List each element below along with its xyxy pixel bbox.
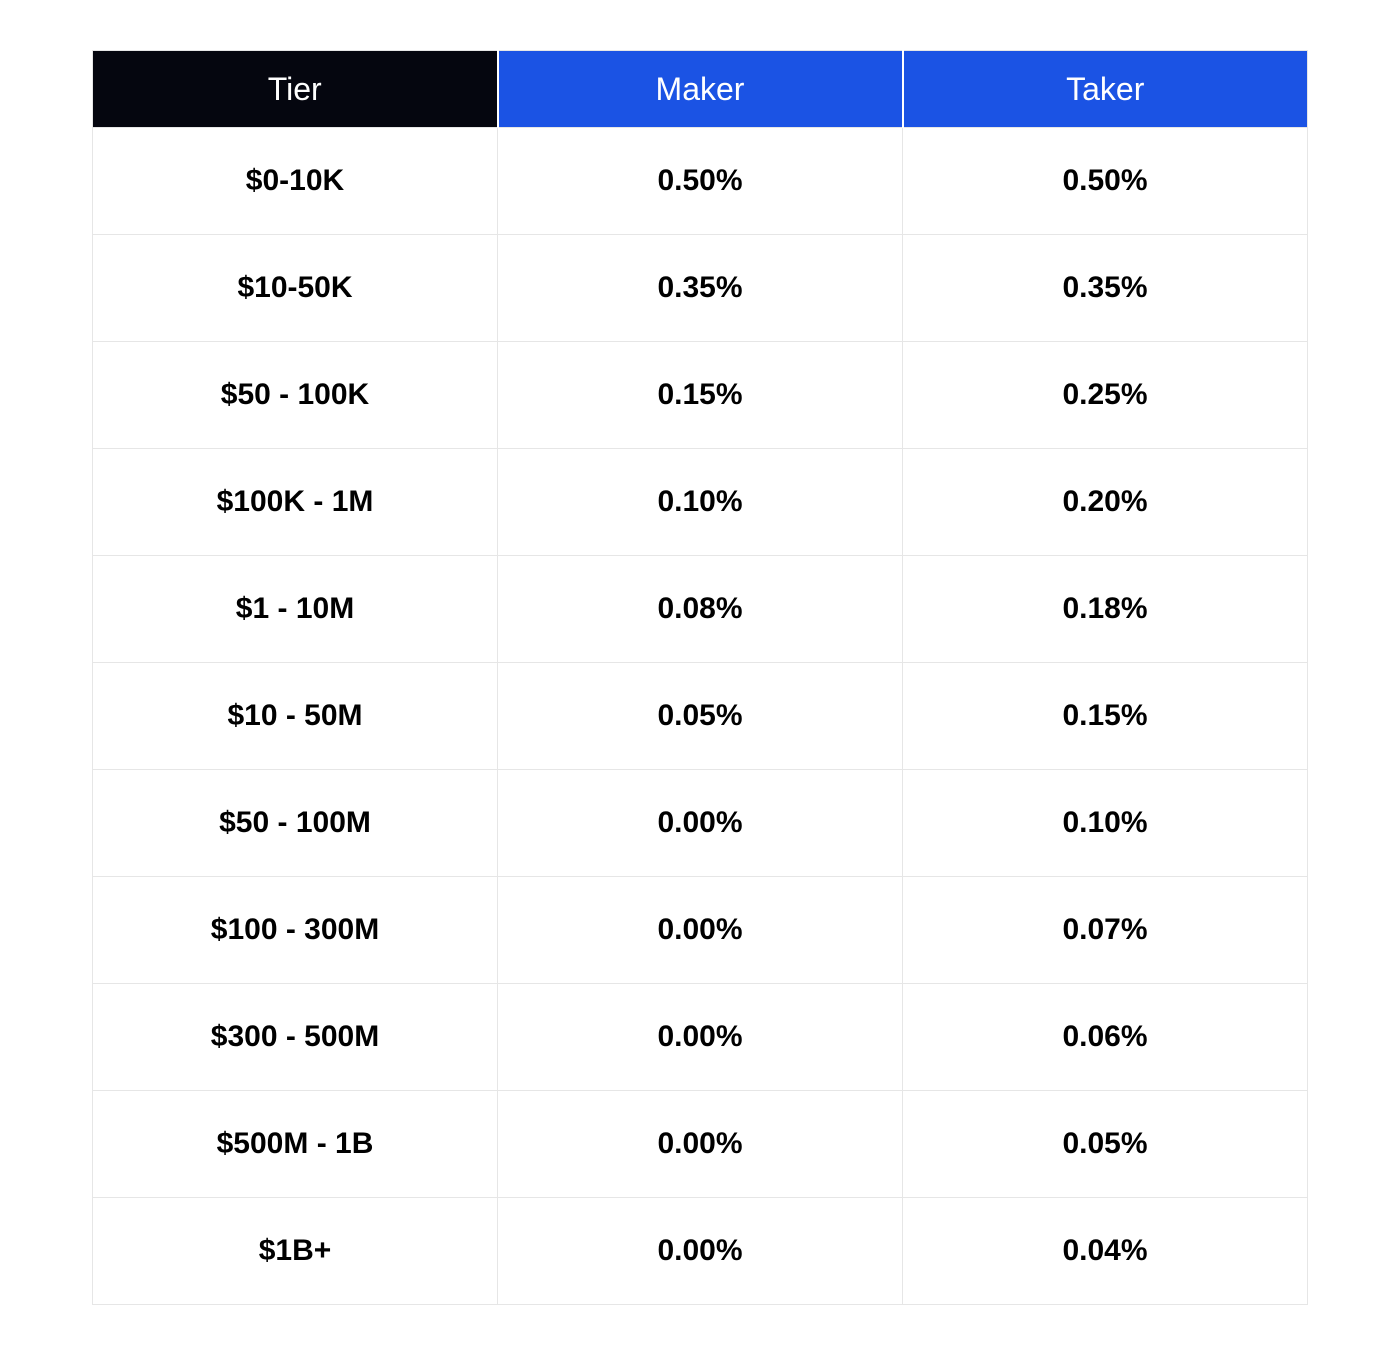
cell-maker: 0.10% <box>498 449 903 556</box>
cell-taker: 0.05% <box>903 1091 1308 1198</box>
table-row: $1B+ 0.00% 0.04% <box>93 1198 1308 1305</box>
table-row: $10-50K 0.35% 0.35% <box>93 235 1308 342</box>
table-row: $10 - 50M 0.05% 0.15% <box>93 663 1308 770</box>
cell-tier: $50 - 100M <box>93 770 498 877</box>
cell-tier: $0-10K <box>93 128 498 235</box>
table-row: $100 - 300M 0.00% 0.07% <box>93 877 1308 984</box>
cell-tier: $1 - 10M <box>93 556 498 663</box>
cell-tier: $300 - 500M <box>93 984 498 1091</box>
cell-taker: 0.10% <box>903 770 1308 877</box>
table-row: $500M - 1B 0.00% 0.05% <box>93 1091 1308 1198</box>
cell-tier: $10 - 50M <box>93 663 498 770</box>
cell-tier: $500M - 1B <box>93 1091 498 1198</box>
cell-tier: $10-50K <box>93 235 498 342</box>
cell-taker: 0.50% <box>903 128 1308 235</box>
cell-maker: 0.00% <box>498 984 903 1091</box>
cell-maker: 0.35% <box>498 235 903 342</box>
column-header-tier: Tier <box>93 51 498 128</box>
table-row: $300 - 500M 0.00% 0.06% <box>93 984 1308 1091</box>
cell-tier: $1B+ <box>93 1198 498 1305</box>
cell-maker: 0.00% <box>498 877 903 984</box>
column-header-taker: Taker <box>903 51 1308 128</box>
table-row: $100K - 1M 0.10% 0.20% <box>93 449 1308 556</box>
cell-maker: 0.50% <box>498 128 903 235</box>
table-row: $0-10K 0.50% 0.50% <box>93 128 1308 235</box>
table-header-row: Tier Maker Taker <box>93 51 1308 128</box>
cell-tier: $100K - 1M <box>93 449 498 556</box>
cell-taker: 0.06% <box>903 984 1308 1091</box>
table-body: $0-10K 0.50% 0.50% $10-50K 0.35% 0.35% $… <box>93 128 1308 1305</box>
cell-taker: 0.04% <box>903 1198 1308 1305</box>
cell-taker: 0.15% <box>903 663 1308 770</box>
table-row: $1 - 10M 0.08% 0.18% <box>93 556 1308 663</box>
cell-tier: $50 - 100K <box>93 342 498 449</box>
cell-taker: 0.25% <box>903 342 1308 449</box>
cell-tier: $100 - 300M <box>93 877 498 984</box>
fee-table: Tier Maker Taker $0-10K 0.50% 0.50% $10-… <box>92 50 1308 1305</box>
cell-maker: 0.00% <box>498 1091 903 1198</box>
cell-taker: 0.20% <box>903 449 1308 556</box>
table-row: $50 - 100M 0.00% 0.10% <box>93 770 1308 877</box>
cell-taker: 0.18% <box>903 556 1308 663</box>
cell-maker: 0.15% <box>498 342 903 449</box>
cell-maker: 0.00% <box>498 770 903 877</box>
table-row: $50 - 100K 0.15% 0.25% <box>93 342 1308 449</box>
cell-maker: 0.00% <box>498 1198 903 1305</box>
cell-maker: 0.05% <box>498 663 903 770</box>
column-header-maker: Maker <box>498 51 903 128</box>
cell-taker: 0.07% <box>903 877 1308 984</box>
cell-maker: 0.08% <box>498 556 903 663</box>
page-container: Tier Maker Taker $0-10K 0.50% 0.50% $10-… <box>0 0 1400 1351</box>
table-header: Tier Maker Taker <box>93 51 1308 128</box>
cell-taker: 0.35% <box>903 235 1308 342</box>
